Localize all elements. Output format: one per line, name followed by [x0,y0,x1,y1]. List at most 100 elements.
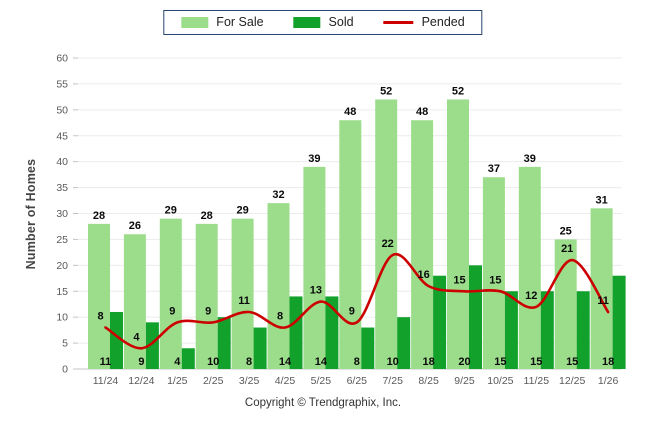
for-sale-value-label: 29 [165,205,177,217]
bar-sold [145,322,159,369]
x-tick-label: 11/25 [524,375,550,387]
sold-value-label: 14 [279,356,292,368]
sold-value-label: 8 [246,356,252,368]
y-axis-title: Number of Homes [24,158,38,270]
for-sale-value-label: 48 [344,106,356,118]
pended-value-label: 8 [277,311,283,323]
sold-value-label: 18 [422,356,434,368]
x-tick-label: 8/25 [418,375,439,387]
sold-value-label: 14 [315,356,328,368]
for-sale-value-label: 32 [272,189,284,201]
x-tick-label: 1/25 [167,375,188,387]
bar-for-sale [518,166,541,369]
legend-item-pended: Pended [383,16,465,29]
pended-value-label: 8 [97,311,103,323]
x-tick-label: 2/25 [203,375,224,387]
pended-line-swatch-icon [383,20,414,24]
y-tick-label: 60 [56,53,68,65]
bar-sold [217,317,231,369]
pended-value-label: 11 [597,295,609,307]
for-sale-value-label: 26 [129,220,141,232]
pended-value-label: 21 [561,243,573,255]
bar-for-sale [411,120,434,369]
legend-item-sold: Sold [293,15,354,29]
y-tick-label: 10 [56,312,68,324]
bar-sold [397,317,411,369]
y-tick-label: 50 [56,104,68,116]
for-sale-value-label: 28 [201,210,213,222]
legend-item-for-sale: For Sale [181,16,264,29]
y-tick-label: 45 [56,130,68,142]
sold-value-label: 20 [458,356,470,368]
x-tick-label: 11/24 [93,375,119,387]
bar-for-sale [303,166,326,369]
pended-value-label: 15 [453,274,465,286]
bar-for-sale [590,208,613,369]
bar-for-sale [375,99,398,369]
x-tick-label: 5/25 [311,375,332,387]
sold-value-label: 9 [138,356,144,368]
sold-value-label: 4 [174,356,181,368]
sold-swatch-icon [293,16,321,28]
x-tick-label: 7/25 [382,375,403,387]
x-tick-label: 10/25 [487,375,513,387]
y-tick-label: 15 [56,286,68,298]
for-sale-value-label: 28 [93,210,105,222]
for-sale-value-label: 52 [452,85,464,97]
bar-for-sale [482,177,505,369]
for-sale-value-label: 31 [595,194,607,206]
for-sale-value-label: 29 [236,205,248,217]
pended-value-label: 9 [205,305,211,317]
sold-value-label: 11 [100,356,112,368]
bar-sold [325,296,339,369]
pended-value-label: 9 [169,305,175,317]
bar-sold [110,311,123,369]
pended-value-label: 15 [489,274,501,286]
legend-label-sold: Sold [328,15,354,29]
bar-sold [181,348,195,369]
sold-value-label: 15 [530,356,542,368]
pended-value-label: 11 [238,295,250,307]
x-tick-label: 1/26 [598,375,619,387]
x-tick-label: 6/25 [347,375,368,387]
y-tick-label: 35 [56,182,68,194]
bar-for-sale [88,223,110,369]
y-tick-label: 20 [56,260,68,272]
bar-sold [289,296,303,369]
pended-value-label: 4 [133,331,140,343]
for-sale-value-label: 37 [488,163,500,175]
bar-sold [253,327,267,369]
bar-for-sale [447,99,469,369]
for-sale-value-label: 39 [524,153,536,165]
for-sale-swatch-icon [181,16,209,28]
x-tick-label: 12/25 [559,375,585,387]
bar-for-sale [339,120,362,369]
bar-for-sale [195,223,218,369]
sold-value-label: 18 [602,356,614,368]
y-tick-label: 30 [56,208,68,220]
copyright: Copyright © Trendgraphix, Inc. [244,397,402,409]
bar-sold [469,265,482,369]
bar-for-sale [231,218,254,369]
y-tick-label: 55 [56,78,68,90]
x-tick-label: 9/25 [454,375,475,387]
x-tick-label: 4/25 [275,375,296,387]
bar-sold [576,291,590,369]
y-tick-label: 40 [56,156,68,168]
bar-for-sale [554,239,577,369]
pended-value-label: 12 [525,290,537,302]
sold-value-label: 15 [566,356,578,368]
bar-for-sale [159,218,182,369]
for-sale-value-label: 52 [380,85,392,97]
legend: For Sale Sold Pended [163,10,483,35]
pended-value-label: 9 [349,305,355,317]
bar-sold [540,291,554,369]
y-tick-label: 5 [62,338,68,350]
pended-value-label: 22 [382,238,394,250]
x-tick-label: 3/25 [239,375,260,387]
pended-line [104,253,610,350]
pended-value-label: 13 [310,285,322,297]
pended-value-label: 16 [417,269,429,281]
for-sale-value-label: 39 [308,153,320,165]
